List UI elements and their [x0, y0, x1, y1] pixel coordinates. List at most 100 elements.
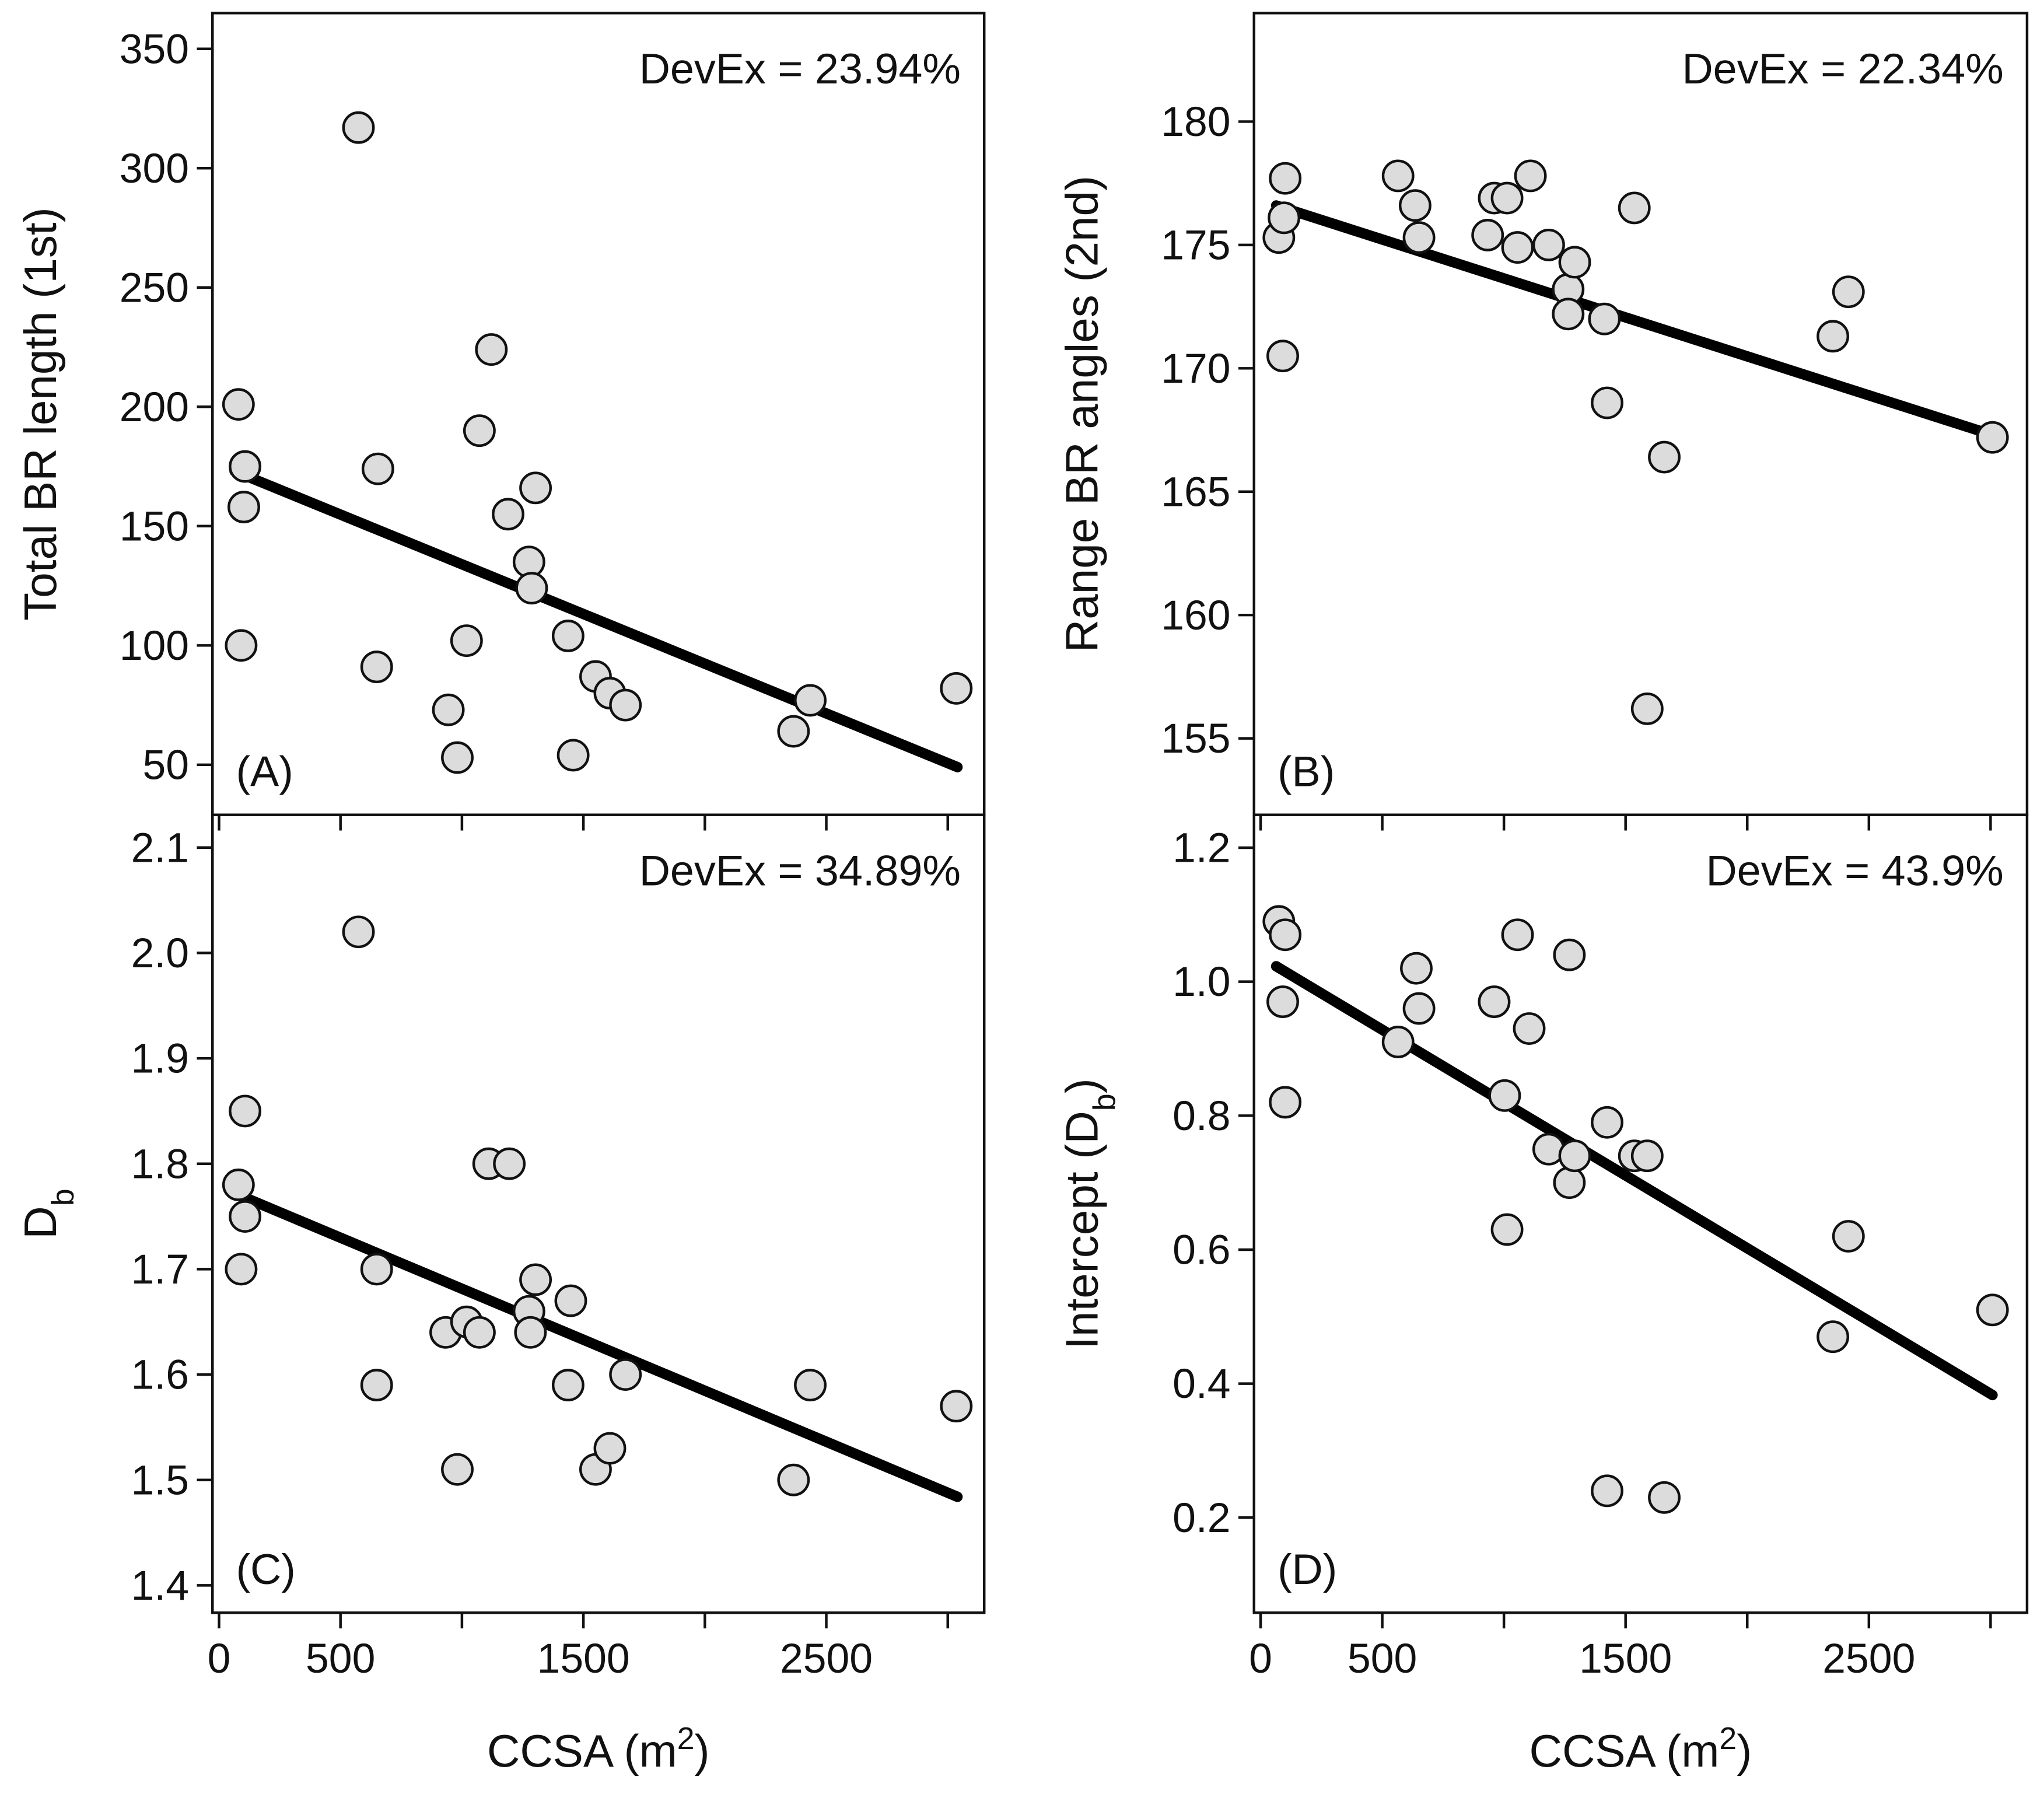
point	[593, 1432, 626, 1465]
annotation: DevEx = 34.89%	[639, 846, 961, 894]
point	[519, 1263, 552, 1296]
point	[1591, 1106, 1623, 1139]
point	[1618, 191, 1651, 225]
x-axis-title-part: )	[1737, 1725, 1752, 1776]
x-axis-title-part: 2	[677, 1721, 695, 1756]
point	[1553, 938, 1586, 971]
y-tick-label: 50	[142, 742, 189, 788]
annotation: DevEx = 23.94%	[639, 44, 961, 93]
fit-line	[1270, 961, 1998, 1401]
point	[1402, 992, 1436, 1025]
y-tick-label: 180	[1161, 99, 1230, 145]
point	[475, 333, 508, 366]
point	[1471, 219, 1504, 251]
point	[1588, 302, 1621, 335]
point	[519, 471, 552, 505]
point	[360, 1369, 393, 1402]
y-tick-label: 2.1	[131, 824, 189, 871]
y-tick-label: 0.6	[1172, 1227, 1230, 1274]
point	[1478, 985, 1511, 1019]
point	[1591, 386, 1623, 419]
point	[361, 452, 394, 485]
y-axis-title-part: b	[46, 1188, 80, 1206]
y-tick-label: 1.7	[131, 1246, 189, 1293]
x-tick-label: 500	[306, 1635, 375, 1682]
point	[794, 1369, 827, 1402]
y-axis-title: Intercept (Db)	[1056, 1078, 1122, 1349]
y-tick-label: 175	[1161, 222, 1230, 268]
y-axis-title: Db	[15, 1188, 80, 1239]
point	[342, 915, 375, 949]
point	[463, 414, 496, 447]
y-tick-label: 300	[120, 145, 189, 192]
point	[1630, 692, 1664, 725]
point	[463, 1316, 496, 1349]
point	[1490, 1213, 1524, 1246]
point	[493, 1147, 526, 1180]
point	[441, 741, 474, 774]
y-tick-label: 1.6	[131, 1352, 189, 1398]
panel-label: (D)	[1278, 1545, 1337, 1593]
x-tick-label: 1500	[537, 1635, 630, 1682]
x-axis-title: CCSA (m2)	[487, 1721, 710, 1776]
point	[1269, 162, 1302, 195]
fit-line	[1270, 200, 1998, 440]
point	[1266, 340, 1299, 373]
point	[609, 688, 642, 722]
y-tick-label: 165	[1161, 468, 1230, 515]
y-axis-title: Total BR length (1st)	[15, 207, 66, 621]
point	[1269, 1086, 1302, 1119]
annotation: DevEx = 22.34%	[1682, 44, 2003, 93]
x-tick-label: 0	[208, 1635, 231, 1682]
point	[940, 672, 973, 705]
x-tick-label: 0	[1249, 1635, 1272, 1682]
point	[1381, 159, 1415, 193]
fit-line	[229, 1188, 963, 1502]
y-axis-title-part: D	[15, 1206, 66, 1239]
point	[1976, 1293, 2009, 1327]
point	[450, 624, 483, 658]
point	[1648, 1481, 1681, 1514]
point	[1490, 181, 1524, 215]
plot-frame	[211, 813, 986, 1614]
point	[1552, 298, 1585, 331]
x-axis-title-part: CCSA (m	[1529, 1725, 1719, 1776]
point	[229, 1094, 261, 1128]
y-tick-label: 0.4	[1172, 1361, 1230, 1407]
y-tick-label: 1.8	[131, 1141, 189, 1187]
point	[794, 684, 827, 717]
point	[492, 498, 524, 531]
y-axis-title-part: Intercept (D	[1056, 1111, 1108, 1349]
panel-label: (B)	[1278, 747, 1335, 796]
fit-line	[229, 466, 963, 772]
point	[515, 572, 548, 605]
point	[1402, 221, 1436, 254]
point	[342, 111, 375, 144]
point	[1381, 1026, 1415, 1058]
point	[225, 1253, 258, 1286]
point	[609, 1358, 642, 1391]
point	[514, 1316, 547, 1349]
annotation: DevEx = 43.9%	[1706, 846, 2003, 894]
panel-label: (C)	[236, 1545, 295, 1593]
x-tick-label: 1500	[1579, 1635, 1672, 1682]
point	[229, 1200, 261, 1233]
y-tick-label: 170	[1161, 345, 1230, 392]
point	[1832, 1220, 1865, 1253]
point	[556, 739, 590, 772]
point	[222, 1168, 255, 1201]
point	[1630, 1139, 1664, 1173]
point	[1400, 952, 1433, 985]
y-tick-label: 350	[120, 26, 189, 72]
point	[360, 1253, 393, 1286]
y-tick-label: 155	[1161, 715, 1230, 762]
point	[551, 620, 584, 652]
point	[1269, 918, 1302, 952]
x-tick-label: 2500	[1822, 1635, 1915, 1682]
y-tick-label: 1.5	[131, 1457, 189, 1503]
x-tick-label: 500	[1348, 1635, 1417, 1682]
y-tick-label: 1.9	[131, 1036, 189, 1082]
y-tick-label: 1.0	[1172, 959, 1230, 1005]
point	[777, 715, 810, 748]
y-tick-label: 2.0	[131, 930, 189, 977]
